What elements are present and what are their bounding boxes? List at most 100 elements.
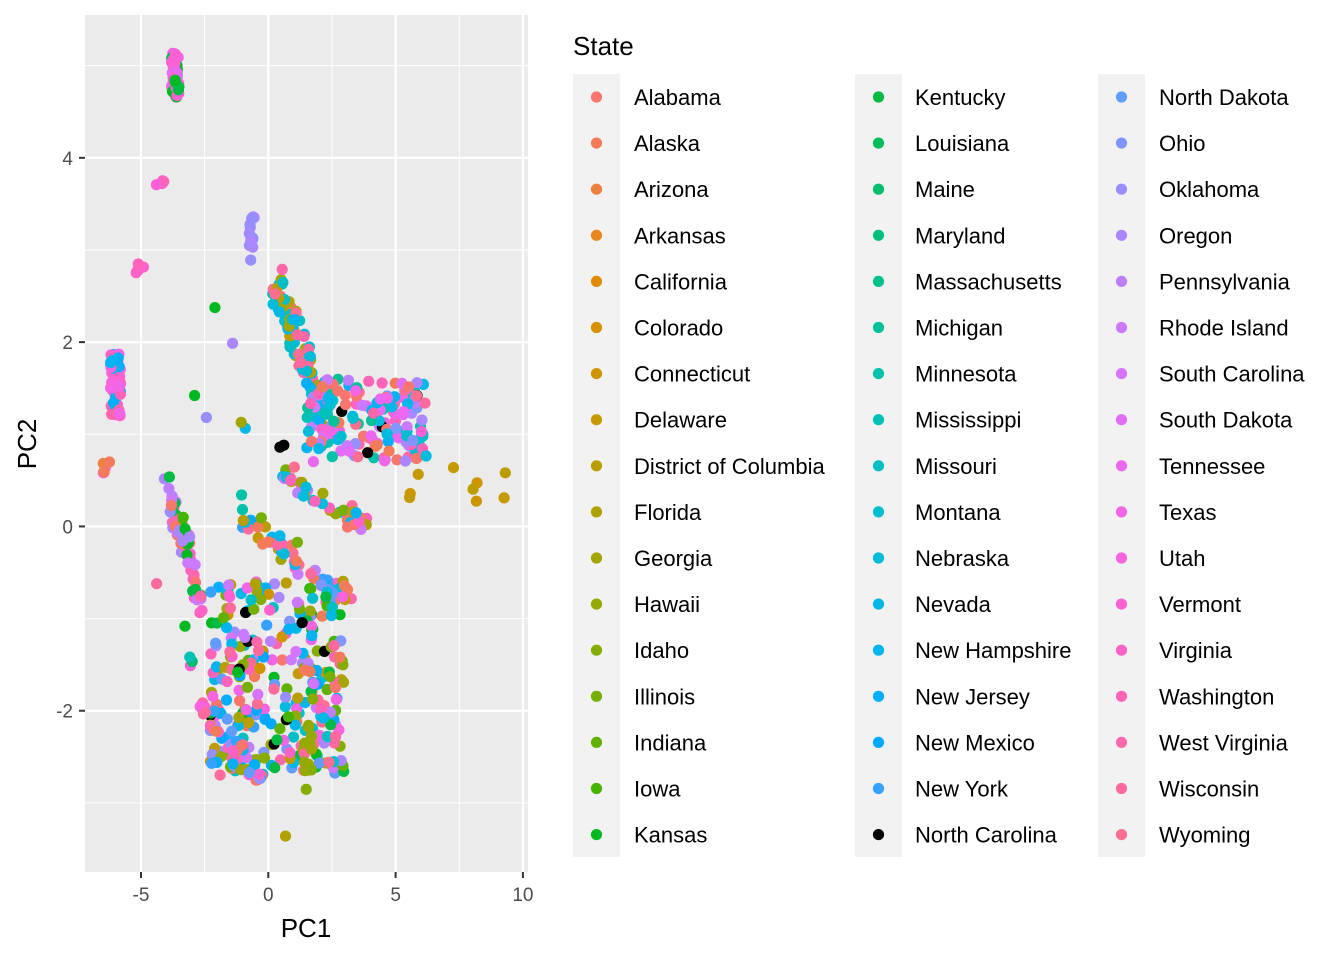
data-point xyxy=(313,757,325,769)
data-point xyxy=(391,454,403,466)
data-point xyxy=(470,495,482,507)
legend-label: Virginia xyxy=(1159,638,1233,663)
data-point xyxy=(227,758,239,770)
data-point xyxy=(308,678,320,690)
data-point xyxy=(236,740,248,752)
data-point xyxy=(291,596,303,609)
data-point xyxy=(254,662,266,675)
legend-key xyxy=(1115,414,1128,426)
data-point xyxy=(381,428,393,440)
data-point xyxy=(245,254,257,266)
data-point xyxy=(363,375,375,387)
data-point xyxy=(498,492,510,504)
legend-key xyxy=(590,552,603,564)
data-point xyxy=(315,704,327,716)
legend-key xyxy=(590,321,603,334)
legend-key xyxy=(872,829,885,841)
data-point xyxy=(205,586,217,598)
data-point xyxy=(317,487,329,499)
data-point xyxy=(302,425,315,438)
data-point xyxy=(403,381,415,393)
legend-label: South Carolina xyxy=(1159,362,1305,387)
data-point xyxy=(224,602,236,614)
legend-label: Oregon xyxy=(1159,223,1232,248)
data-point xyxy=(302,721,314,733)
data-point xyxy=(374,393,386,405)
legend-label: Colorado xyxy=(634,316,723,341)
data-point xyxy=(267,298,279,310)
data-point xyxy=(279,701,291,713)
legend-key xyxy=(872,414,885,426)
legend: State Alabama Alaska Arizona Arkansas Califo… xyxy=(573,31,1305,857)
legend-label: Mississippi xyxy=(915,408,1021,433)
data-point xyxy=(350,507,362,519)
data-point xyxy=(257,538,269,550)
data-point xyxy=(284,747,296,759)
data-point xyxy=(318,408,330,420)
data-point xyxy=(301,411,313,423)
data-point xyxy=(189,389,201,402)
data-point xyxy=(264,604,276,616)
legend-key xyxy=(1115,552,1128,564)
x-axis-title: PC1 xyxy=(281,913,332,943)
legend-key xyxy=(1115,644,1128,656)
data-point xyxy=(300,481,312,493)
legend-key xyxy=(872,229,885,241)
data-point xyxy=(274,754,287,766)
data-point xyxy=(220,694,233,706)
data-point xyxy=(234,695,246,707)
legend-key xyxy=(590,598,603,610)
data-point xyxy=(268,578,281,590)
legend-label: Wisconsin xyxy=(1159,777,1259,802)
legend-label: Alaska xyxy=(634,131,701,156)
data-point xyxy=(207,690,219,703)
legend-label: Wyoming xyxy=(1159,823,1251,848)
legend-label: Florida xyxy=(634,500,702,525)
data-point xyxy=(313,443,325,455)
legend-title: State xyxy=(573,31,634,61)
data-point xyxy=(362,447,374,459)
data-point xyxy=(298,756,310,768)
data-point xyxy=(330,694,342,706)
legend-label: Georgia xyxy=(634,546,713,571)
data-point xyxy=(290,646,302,658)
data-point xyxy=(273,591,285,604)
data-point xyxy=(305,583,317,595)
data-point xyxy=(297,490,309,502)
y-tick-label: 2 xyxy=(62,333,73,354)
data-point xyxy=(236,504,249,516)
data-point xyxy=(151,578,163,590)
legend-label: District of Columbia xyxy=(634,454,825,479)
data-point xyxy=(167,54,179,66)
data-point xyxy=(291,536,303,548)
x-tick-label: -5 xyxy=(133,885,150,906)
data-point xyxy=(367,407,380,419)
legend-label: Maryland xyxy=(915,223,1005,248)
legend-key xyxy=(872,598,885,610)
data-point xyxy=(401,421,413,433)
data-point xyxy=(376,377,388,389)
data-point xyxy=(210,637,222,649)
data-point xyxy=(316,381,328,393)
data-point xyxy=(241,681,254,693)
data-point xyxy=(253,644,265,657)
data-point xyxy=(304,351,316,363)
legend-label: Iowa xyxy=(634,777,681,802)
data-point xyxy=(285,654,297,666)
legend-label: Washington xyxy=(1159,684,1274,709)
data-point xyxy=(221,713,233,725)
legend-key xyxy=(1115,368,1128,380)
legend-key xyxy=(872,368,885,380)
data-point xyxy=(150,179,162,191)
data-point xyxy=(386,401,398,413)
legend-label: South Dakota xyxy=(1159,408,1293,433)
data-point xyxy=(317,712,329,724)
y-tick-label: 0 xyxy=(62,517,73,538)
data-point xyxy=(350,385,362,397)
data-point xyxy=(349,438,362,450)
data-point xyxy=(293,348,305,360)
legend-key xyxy=(590,506,603,518)
data-point xyxy=(306,435,318,448)
data-point xyxy=(233,684,245,696)
